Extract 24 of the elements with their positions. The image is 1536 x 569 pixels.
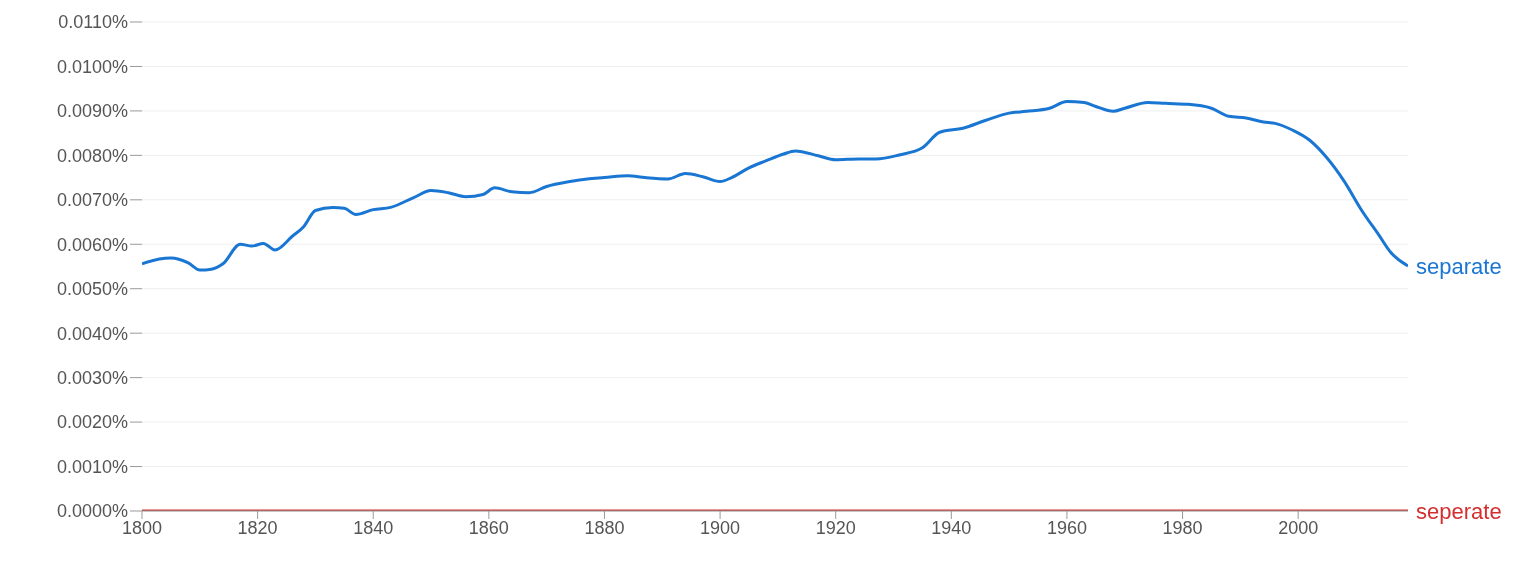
y-tick-label: 0.0070% [56,190,128,211]
x-tick-label: 1880 [584,517,625,538]
y-tick-label: 0.0040% [56,323,128,344]
y-tick-label: 0.0080% [56,145,128,166]
y-tick-label: 0.0050% [56,279,128,300]
line-series [142,100,1408,272]
y-tick-label: 0.0090% [56,101,128,122]
x-tick-label: 1960 [1046,517,1087,538]
x-tick-label: 1840 [353,517,394,538]
x-tick-label: 1820 [237,517,278,538]
x-tick-label: 1980 [1162,517,1203,538]
x-tick-label: 1860 [468,517,509,538]
x-tick-label: 1940 [931,517,972,538]
y-tick-label: 0.0060% [56,234,128,255]
x-tick-label: 2000 [1278,517,1319,538]
series-label: separate [1416,253,1502,279]
series-label: seperate [1416,498,1502,524]
y-tick-label: 0.0030% [56,368,128,389]
x-tick-label: 1900 [700,517,741,538]
y-tick-label: 0.0110% [58,12,128,33]
x-tick-label: 1920 [815,517,856,538]
y-tick-label: 0.0100% [56,56,128,77]
y-tick-label: 0.0020% [56,412,128,433]
y-tick-label: 0.0010% [56,456,128,477]
